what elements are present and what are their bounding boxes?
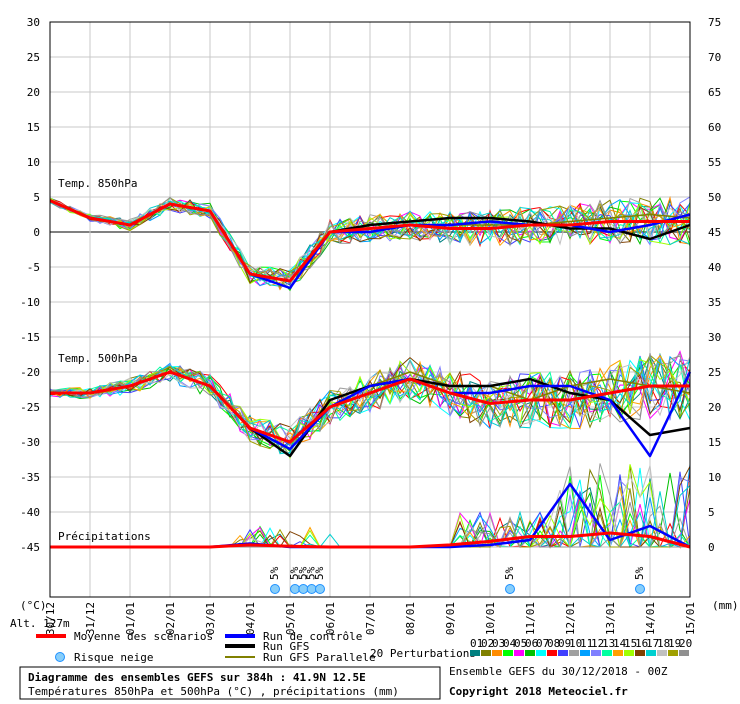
perturbation-key-swatch	[547, 650, 557, 656]
perturbation-key-swatch	[602, 650, 612, 656]
left-tick-label: 30	[27, 16, 40, 29]
left-tick-label: -20	[20, 366, 40, 379]
right-tick-label: 65	[708, 86, 721, 99]
left-tick-label: 20	[27, 86, 40, 99]
perturbation-key-swatch	[580, 650, 590, 656]
perturbation-key-swatch	[635, 650, 645, 656]
altitude-label: Alt. 127m	[10, 617, 70, 630]
chart-canvas: 30 7525 7020 6515 6010 555 500 45-5 40-10 35-15 30…	[0, 0, 740, 700]
right-tick-label: 55	[708, 156, 721, 169]
perturbation-key-swatch	[657, 650, 667, 656]
snowflake-icon	[506, 585, 515, 594]
right-tick-label: 5	[708, 506, 715, 519]
x-tick-label: 12/01	[564, 602, 577, 635]
section-label-t850: Temp. 850hPa	[58, 177, 137, 190]
perturbation-key-swatch	[569, 650, 579, 656]
x-tick-label: 08/01	[404, 602, 417, 635]
right-tick-label: 40	[708, 261, 721, 274]
right-tick-label: 70	[708, 51, 721, 64]
left-tick-label: 5	[33, 191, 40, 204]
legend-mean-label: Moyenne des scénarios	[74, 630, 213, 643]
snow-risk-percent: 5%	[313, 566, 326, 580]
snow-risk-percent: 5%	[503, 566, 516, 580]
snowflake-icon	[316, 585, 325, 594]
snowflake-icon	[307, 585, 316, 594]
right-tick-label: 50	[708, 191, 721, 204]
perturbation-key-swatch	[668, 650, 678, 656]
x-tick-label: 10/01	[484, 602, 497, 635]
left-tick-label: -5	[27, 261, 40, 274]
x-tick-label: 07/01	[364, 602, 377, 635]
left-tick-label: -10	[20, 296, 40, 309]
left-tick-label: 25	[27, 51, 40, 64]
right-tick-label: 30	[708, 331, 721, 344]
x-tick-label: 13/01	[604, 602, 617, 635]
section-label-precip: Précipitations	[58, 530, 151, 543]
perturbation-key-swatch	[558, 650, 568, 656]
gefs-ensemble-chart: 30 75 25 70 20 65 15 60 10 55 5 50 0 45 -5 40 -10 35 -15 30…	[0, 0, 740, 700]
right-tick-label: 0	[708, 541, 715, 554]
right-axis-unit: (mm)	[712, 599, 739, 612]
left-tick-label: 15	[27, 121, 40, 134]
left-tick-label: -35	[20, 471, 40, 484]
perturbation-key-swatch	[514, 650, 524, 656]
x-tick-label: 04/01	[244, 602, 257, 635]
right-tick-label: 15	[708, 436, 721, 449]
chart-subtitle: Températures 850hPa et 500hPa (°C) , pré…	[28, 685, 399, 698]
right-tick-label: 75	[708, 16, 721, 29]
right-tick-label: 10	[708, 471, 721, 484]
left-tick-label: -25	[20, 401, 40, 414]
x-tick-label: 09/01	[444, 602, 457, 635]
legend-gfs-parallel-label: Run GFS Parallele	[263, 651, 376, 664]
run-info: Ensemble GEFS du 30/12/2018 - 00Z	[449, 665, 668, 678]
left-tick-label: 10	[27, 156, 40, 169]
perturbation-key-swatch	[492, 650, 502, 656]
perturbation-key-swatch	[591, 650, 601, 656]
perturbation-key-swatch	[481, 650, 491, 656]
left-tick-label: 0	[33, 226, 40, 239]
right-tick-label: 35	[708, 296, 721, 309]
perturbation-key-id: 20	[679, 637, 692, 650]
section-label-t500: Temp. 500hPa	[58, 352, 137, 365]
copyright: Copyright 2018 Meteociel.fr	[449, 685, 628, 698]
right-tick-label: 20	[708, 401, 721, 414]
x-tick-label: 14/01	[644, 602, 657, 635]
perturbation-key-swatch	[613, 650, 623, 656]
perturbation-key-swatch	[646, 650, 656, 656]
left-tick-label: -40	[20, 506, 40, 519]
snowflake-icon	[636, 585, 645, 594]
x-tick-label: 11/01	[524, 602, 537, 635]
legend-snowflake-icon	[56, 653, 65, 662]
left-tick-label: -15	[20, 331, 40, 344]
chart-title: Diagramme des ensembles GEFS sur 384h : …	[28, 671, 366, 684]
right-tick-label: 60	[708, 121, 721, 134]
snowflake-icon	[291, 585, 300, 594]
perturbation-key-swatch	[470, 650, 480, 656]
left-tick-label: -30	[20, 436, 40, 449]
perturbation-key-swatch	[624, 650, 634, 656]
legend-snow-label: Risque neige	[74, 651, 153, 664]
right-tick-label: 25	[708, 366, 721, 379]
snow-risk-percent: 5%	[633, 566, 646, 580]
perturbation-key-swatch	[503, 650, 513, 656]
right-tick-label: 45	[708, 226, 721, 239]
snow-risk-percent: 5%	[268, 566, 281, 580]
snowflake-icon	[299, 585, 308, 594]
x-tick-label: 15/01	[684, 602, 697, 635]
left-tick-label: -45	[20, 541, 40, 554]
left-axis-unit: (°C)	[20, 599, 47, 612]
perturbation-key-swatch	[679, 650, 689, 656]
legend-perturbations-label: 20 Perturbations	[370, 647, 476, 660]
perturbation-key-swatch	[525, 650, 535, 656]
snowflake-icon	[271, 585, 280, 594]
perturbation-key-swatch	[536, 650, 546, 656]
